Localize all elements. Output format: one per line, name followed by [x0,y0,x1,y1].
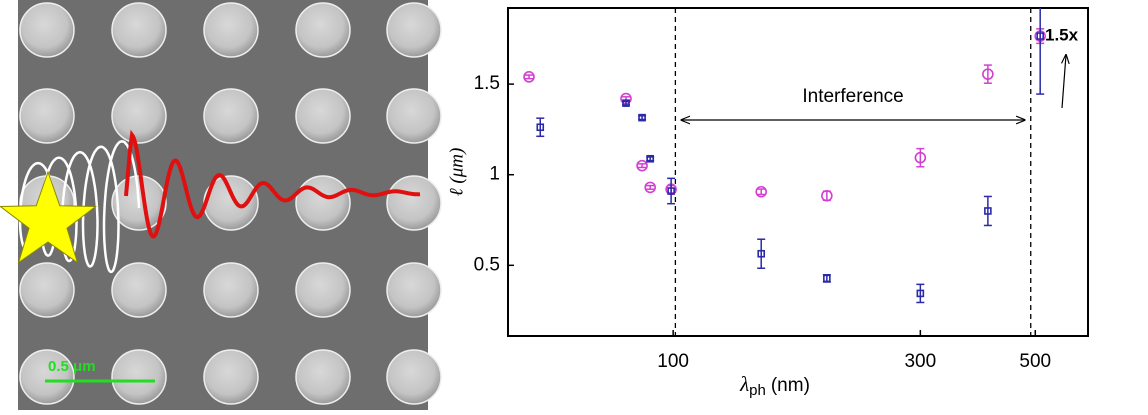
scale-bar-label: 0.5 μm [48,358,96,375]
x-label-symbol: λ [739,372,749,396]
pillar [203,262,259,318]
pillar [295,2,351,58]
pillar [386,262,442,318]
x-tick-label: 500 [1019,351,1051,372]
data-point [646,154,654,163]
pillar [295,262,351,318]
x-axis-label: λph (nm) [739,372,810,399]
y-axis-label: ℓ (μm) [446,148,467,197]
pillar [386,175,442,231]
data-point [536,123,545,132]
x-label-unit: (nm) [771,375,810,396]
pillar [19,262,75,318]
data-point [667,187,675,195]
annotation-arrow [1062,55,1066,109]
data-point [638,113,646,122]
data-point [1036,32,1044,40]
x-tick-label: 100 [657,351,689,372]
data-point [644,181,656,194]
data-point [622,99,630,107]
data-point [916,289,925,298]
pillar [203,88,259,144]
pillar [19,349,75,405]
pillar [386,2,442,58]
damped-wave [124,129,421,239]
pillar [19,2,75,58]
x-label-sub: ph [749,382,766,399]
star-source [0,170,98,264]
y-tick-label: 1.5 [474,73,500,94]
data-point [523,71,535,83]
y-tick-label: 0.5 [474,254,500,275]
pillar [111,2,167,58]
annotation: Interference [802,86,903,107]
pillar [295,349,351,405]
data-point [914,151,927,164]
data-point [821,189,833,202]
data-point [636,159,648,172]
annotation: 1.5x [1045,25,1079,44]
y-tick-label: 1 [489,164,500,185]
pillar [295,88,351,144]
data-point [823,274,831,283]
plot-frame [507,7,1089,337]
data-point [984,207,992,215]
pillar [111,88,167,144]
pillar [111,262,167,318]
sem-image: 0.5 μm [0,0,442,410]
pillar [19,88,75,144]
pillar [203,2,259,58]
pillar [295,175,351,231]
plot: 0.5 1 1.5 100 300 500 λph (nm) ℓ (μm) Interferenc… [446,7,1089,399]
data-point [755,185,768,198]
pillar [386,88,442,144]
data-point [757,249,766,258]
data-point [982,68,994,80]
pillar [111,349,167,405]
pillar [203,349,259,405]
pillar [386,349,442,405]
x-tick-label: 300 [904,351,936,372]
